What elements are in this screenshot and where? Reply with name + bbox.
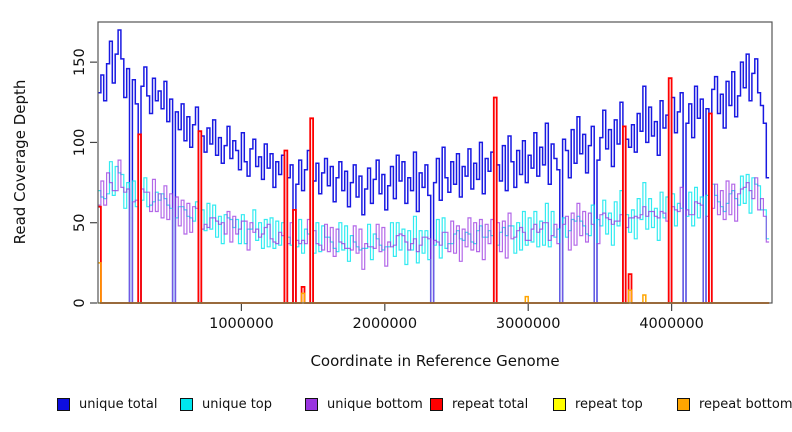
legend-swatch-unique-top (180, 397, 193, 411)
x-tick-label: 3000000 (496, 316, 561, 332)
y-axis-label: Read Coverage Depth (11, 79, 29, 245)
plot-frame (97, 21, 773, 304)
legend-item-unique-total: unique total (57, 396, 157, 412)
legend-swatch-repeat-bottom (677, 397, 690, 411)
legend-swatch-unique-bottom (305, 397, 318, 411)
legend-item-repeat-bottom: repeat bottom (677, 396, 792, 412)
y-tick-label: 0 (72, 298, 88, 307)
coverage-chart: 1000000 2000000 3000000 4000000 0 50 100 150 (72, 21, 773, 332)
chart-legend: unique total unique top unique bottom re… (0, 396, 792, 416)
series-unique-bottom (98, 159, 770, 304)
legend-swatch-unique-total (57, 397, 70, 411)
y-tick-label: 100 (72, 129, 88, 157)
x-tick-label: 1000000 (209, 316, 274, 332)
legend-item-repeat-total: repeat total (430, 396, 528, 412)
legend-swatch-repeat-top (553, 397, 566, 411)
y-tick-label: 150 (72, 48, 88, 76)
x-tick-label: 4000000 (639, 316, 704, 332)
x-tick-label: 2000000 (353, 316, 418, 332)
y-tick-label: 50 (72, 213, 88, 231)
x-axis-label: Coordinate in Reference Genome (310, 352, 560, 370)
legend-item-repeat-top: repeat top (553, 396, 643, 412)
legend-item-unique-bottom: unique bottom (305, 396, 423, 412)
legend-swatch-repeat-total (430, 397, 443, 411)
legend-item-unique-top: unique top (180, 396, 272, 412)
